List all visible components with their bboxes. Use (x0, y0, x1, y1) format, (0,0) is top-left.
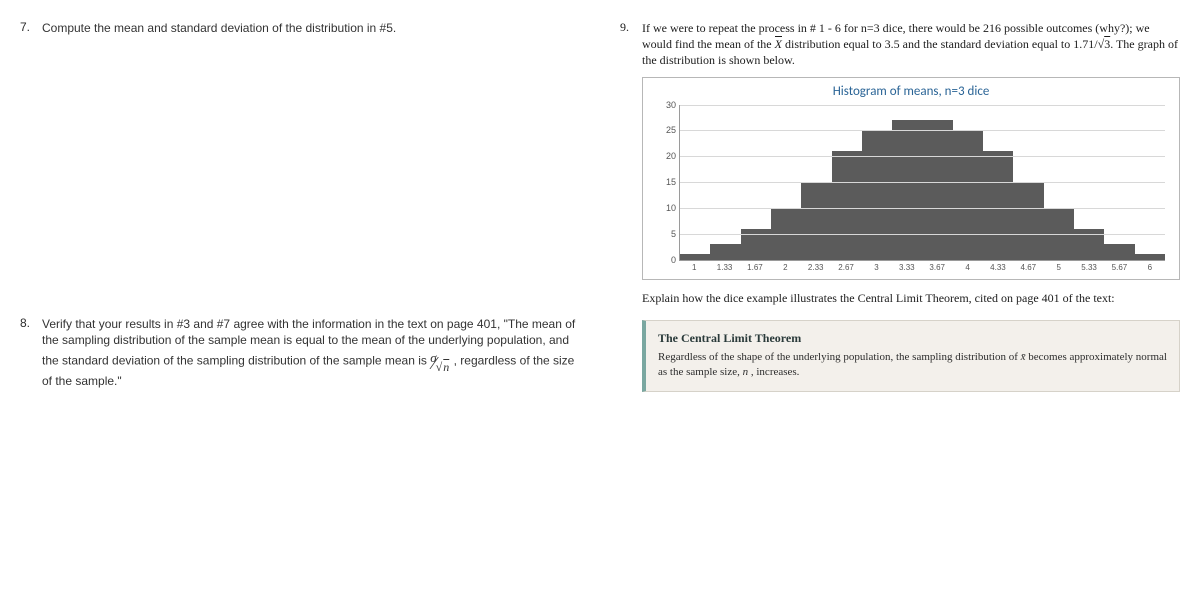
explain-text: Explain how the dice example illustrates… (642, 290, 1180, 306)
histogram-body: 051015202530 11.331.6722.332.6733.333.67… (679, 105, 1165, 275)
histogram-bar (983, 151, 1013, 260)
question-7: 7. Compute the mean and standard deviati… (20, 20, 580, 36)
question-8-text: Verify that your results in #3 and #7 ag… (42, 316, 580, 389)
clt-box: The Central Limit Theorem Regardless of … (642, 320, 1180, 393)
right-column: 9. If we were to repeat the process in #… (600, 0, 1200, 591)
clt-body-c: , increases. (751, 366, 800, 378)
page-root: 7. Compute the mean and standard deviati… (0, 0, 1200, 591)
question-9: 9. If we were to repeat the process in #… (620, 20, 1180, 69)
histogram-y-label: 15 (656, 177, 676, 187)
clt-body-a: Regardless of the shape of the underlyin… (658, 351, 1021, 363)
histogram-x-label: 4.67 (1013, 261, 1043, 275)
histogram-x-label: 3 (861, 261, 891, 275)
sigma-over-root-n-icon: σ⁄√n (430, 349, 450, 373)
histogram-bar (832, 151, 862, 260)
histogram-x-label: 1.67 (740, 261, 770, 275)
histogram-bar (923, 120, 953, 260)
question-9-body: Histogram of means, n=3 dice 05101520253… (642, 77, 1180, 393)
question-7-number: 7. (20, 20, 42, 34)
histogram-y-label: 25 (656, 125, 676, 135)
radical-icon: √ (1098, 37, 1105, 51)
histogram-gridline (680, 208, 1165, 209)
histogram-bar (862, 130, 892, 259)
histogram-bar (1013, 182, 1043, 260)
histogram-gridline (680, 130, 1165, 131)
radical-icon: √ (436, 360, 443, 374)
histogram-x-label: 3.33 (892, 261, 922, 275)
histogram-bar (1104, 244, 1134, 260)
histogram-bar (953, 130, 983, 259)
histogram-x-label: 1.33 (709, 261, 739, 275)
question-9-text: If we were to repeat the process in # 1 … (642, 20, 1180, 69)
histogram-bar (892, 120, 922, 260)
histogram-y-label: 5 (656, 229, 676, 239)
histogram-x-label: 2.33 (801, 261, 831, 275)
histogram-bar (801, 182, 831, 260)
clt-body: Regardless of the shape of the underlyin… (658, 350, 1167, 380)
clt-n-symbol: n (743, 366, 749, 378)
x-bar-icon: X (775, 36, 782, 52)
root-n-symbol: n (442, 359, 450, 375)
histogram-container: Histogram of means, n=3 dice 05101520253… (642, 77, 1180, 280)
histogram-y-label: 10 (656, 203, 676, 213)
histogram-gridline (680, 234, 1165, 235)
histogram-plot-area: 051015202530 (679, 105, 1165, 261)
histogram-x-label: 6 (1135, 261, 1165, 275)
histogram-bar (710, 244, 740, 260)
histogram-y-label: 30 (656, 100, 676, 110)
histogram-gridline (680, 156, 1165, 157)
question-8: 8. Verify that your results in #3 and #7… (20, 316, 580, 389)
histogram-x-label: 4 (952, 261, 982, 275)
histogram-gridline (680, 182, 1165, 183)
clt-title: The Central Limit Theorem (658, 331, 1167, 346)
histogram-x-label: 5.67 (1104, 261, 1134, 275)
histogram-x-labels: 11.331.6722.332.6733.333.6744.334.6755.3… (679, 261, 1165, 275)
histogram-bar (680, 254, 710, 259)
histogram-x-label: 1 (679, 261, 709, 275)
question-8-number: 8. (20, 316, 42, 330)
histogram-y-label: 20 (656, 151, 676, 161)
left-column: 7. Compute the mean and standard deviati… (0, 0, 600, 591)
histogram-title: Histogram of means, n=3 dice (653, 84, 1169, 99)
histogram-y-label: 0 (656, 255, 676, 265)
question-9-text-b: distribution equal to 3.5 and the standa… (785, 37, 1098, 51)
histogram-x-label: 2.67 (831, 261, 861, 275)
histogram-x-label: 5.33 (1074, 261, 1104, 275)
histogram-x-label: 3.67 (922, 261, 952, 275)
histogram-bar (1135, 254, 1165, 259)
histogram-x-label: 5 (1044, 261, 1074, 275)
question-7-text: Compute the mean and standard deviation … (42, 20, 580, 36)
histogram-gridline (680, 105, 1165, 106)
question-9-number: 9. (620, 20, 642, 35)
histogram-x-label: 2 (770, 261, 800, 275)
histogram-x-label: 4.33 (983, 261, 1013, 275)
x-bar-lower-icon: x̄ (1021, 351, 1026, 363)
